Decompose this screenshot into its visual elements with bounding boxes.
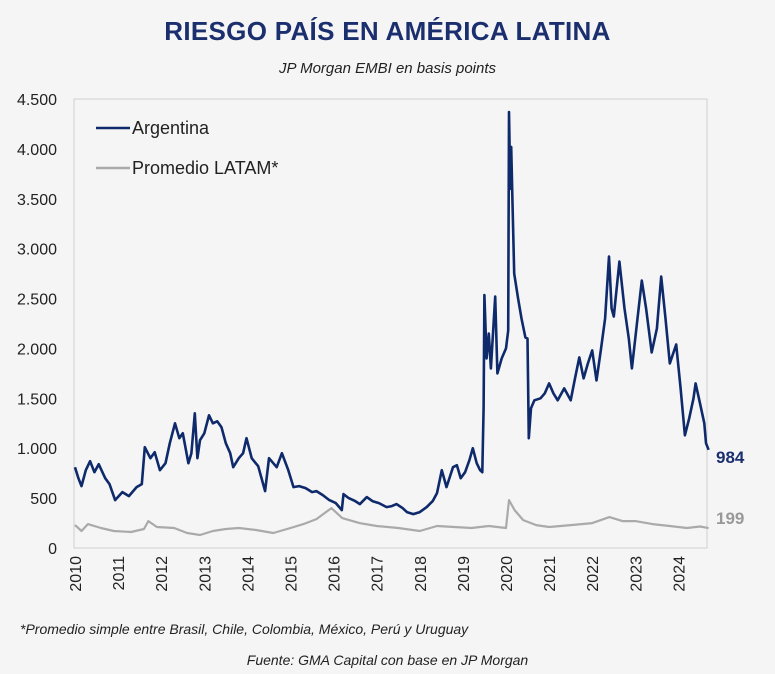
source-note: Fuente: GMA Capital con base en JP Morga… xyxy=(246,652,529,668)
x-tick-label: 2021 xyxy=(542,556,559,592)
chart-title: RIESGO PAÍS EN AMÉRICA LATINA xyxy=(164,16,611,46)
x-tick-label: 2013 xyxy=(197,556,214,592)
x-tick-label: 2017 xyxy=(370,556,387,592)
y-tick-label: 0 xyxy=(48,541,57,558)
end-value-label: 984 xyxy=(716,448,745,467)
x-tick-label: 2024 xyxy=(671,556,688,592)
x-tick-label: 2010 xyxy=(68,556,85,592)
y-tick-label: 4.000 xyxy=(17,142,57,159)
x-tick-label: 2022 xyxy=(585,556,602,592)
x-tick-label: 2012 xyxy=(154,556,171,592)
y-tick-label: 2.500 xyxy=(17,292,57,309)
series-line-promedio-latam xyxy=(74,499,709,537)
plot-area xyxy=(73,98,708,549)
legend-label: Argentina xyxy=(132,118,210,138)
legend-label: Promedio LATAM* xyxy=(132,158,278,178)
x-tick-label: 2015 xyxy=(284,556,301,592)
y-tick-label: 3.000 xyxy=(17,242,57,259)
x-tick-label: 2018 xyxy=(413,556,430,592)
x-tick-label: 2023 xyxy=(628,556,645,592)
x-tick-label: 2020 xyxy=(499,556,516,592)
y-tick-label: 2.000 xyxy=(17,341,57,358)
x-tick-label: 2016 xyxy=(327,556,344,592)
end-value-label: 199 xyxy=(716,509,744,528)
x-tick-label: 2011 xyxy=(111,556,128,591)
x-tick-label: 2014 xyxy=(240,556,257,592)
y-tick-label: 3.500 xyxy=(17,192,57,209)
chart-subtitle: JP Morgan EMBI en basis points xyxy=(278,60,497,77)
y-tick-label: 4.500 xyxy=(17,92,57,109)
x-tick-label: 2019 xyxy=(456,556,473,592)
y-tick-label: 1.500 xyxy=(17,391,57,408)
series-line-argentina xyxy=(73,110,710,516)
y-tick-label: 1.000 xyxy=(17,441,57,458)
y-tick-label: 500 xyxy=(30,491,57,508)
footnote: *Promedio simple entre Brasil, Chile, Co… xyxy=(20,621,469,637)
